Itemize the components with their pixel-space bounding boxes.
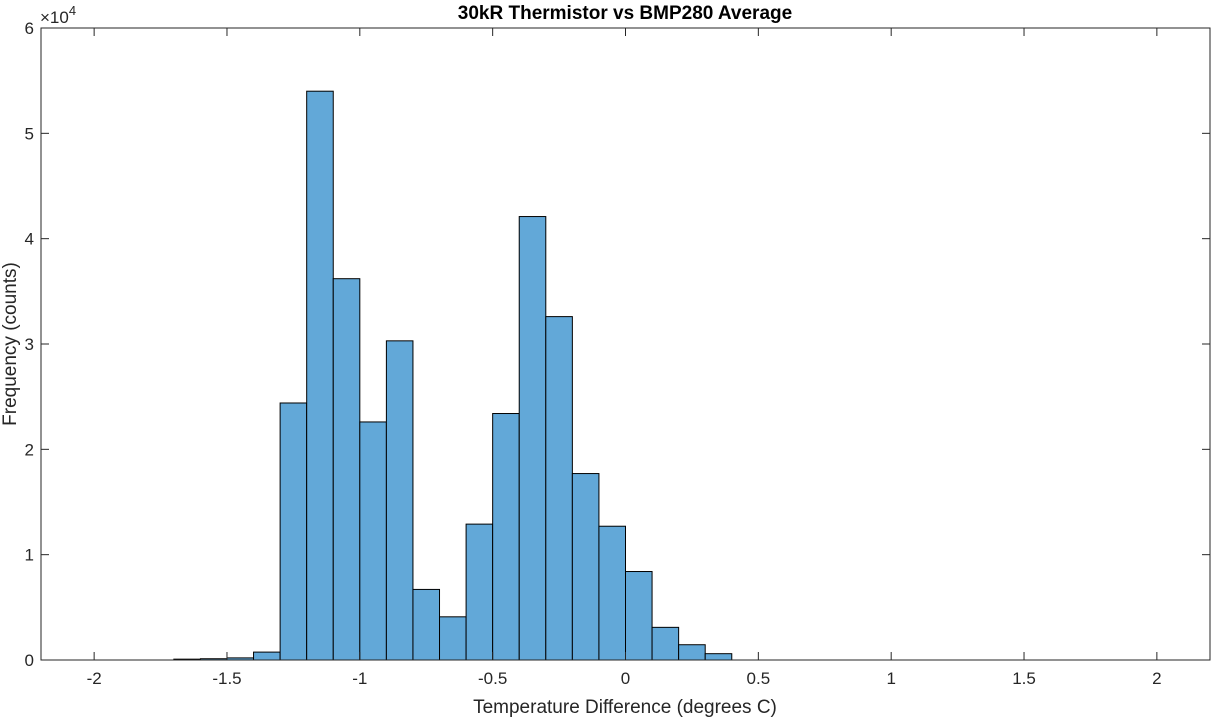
histogram-bar [332,278,361,661]
y-tick-label: 6 [25,19,34,38]
bars-layer [173,90,733,661]
x-axis-title: Temperature Difference (degrees C) [473,697,777,718]
histogram-bar [385,340,414,661]
y-axis-exponent-base: ×10 [40,8,69,27]
y-axis-exponent: ×104 [40,3,76,27]
histogram-bar [306,90,334,661]
histogram-bar [545,316,573,661]
y-axis-exponent-power: 4 [69,3,76,18]
histogram-bar [651,626,680,661]
x-tick-label: 2 [1152,669,1161,688]
x-tick-label: -2 [87,669,102,688]
histogram-bar [492,413,520,661]
x-tick-label: 0.5 [747,669,771,688]
y-tick-label: 5 [25,124,34,143]
histogram-bar [439,616,467,661]
histogram-bar [571,473,600,661]
y-tick-label: 1 [25,546,34,565]
x-tick-label: 0 [621,669,630,688]
histogram-bar [465,523,494,661]
axes-box [40,27,1211,661]
x-tick-label: -0.5 [478,669,507,688]
y-tick-label: 2 [25,440,34,459]
histogram-bar [625,571,653,661]
y-tick-label: 0 [25,651,34,670]
histogram-bar [518,216,547,661]
chart-title: 30kR Thermistor vs BMP280 Average [458,3,792,24]
x-tick-label: -1 [352,669,367,688]
x-tick-label: -1.5 [212,669,241,688]
histogram-bar [359,421,387,661]
histogram-bar [678,644,706,661]
histogram-bar [279,402,308,661]
histogram-bar [704,653,733,661]
y-tick-label: 4 [25,230,34,249]
y-axis-title: Frequency (counts) [0,262,21,426]
y-tick-label: 3 [25,335,34,354]
histogram-bar [412,588,441,661]
histogram-bar [253,651,281,661]
x-tick-label: 1 [886,669,895,688]
x-tick-label: 1.5 [1012,669,1036,688]
histogram-bar [598,525,627,661]
